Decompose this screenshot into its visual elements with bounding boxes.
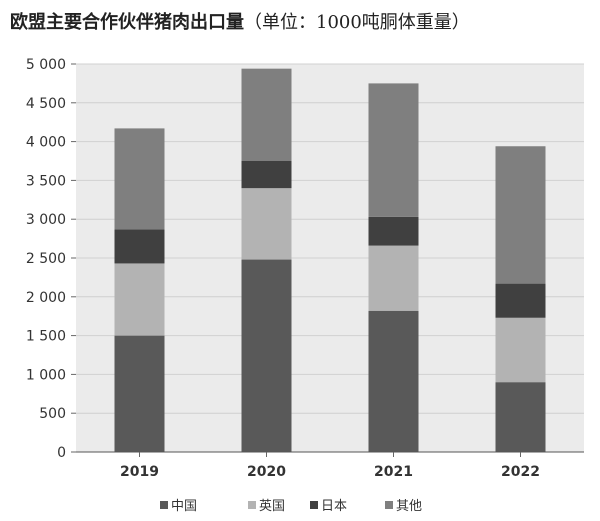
bar-segment-2022-英国	[495, 317, 546, 383]
bar-segment-2020-其他	[241, 68, 292, 161]
y-tick-label: 3 500	[26, 173, 66, 189]
legend-label-日本: 日本	[321, 499, 347, 514]
bar-segment-2020-英国	[241, 188, 292, 260]
bar-segment-2019-英国	[114, 263, 165, 336]
bar-segment-2019-日本	[114, 229, 165, 264]
legend-label-中国: 中国	[171, 499, 197, 514]
bar-segment-2020-日本	[241, 161, 292, 189]
chart-title-text: 欧盟主要合作伙伴猪肉出口量	[10, 12, 244, 33]
legend-label-英国: 英国	[259, 499, 285, 514]
bar-segment-2021-英国	[368, 245, 419, 311]
legend-label-其他: 其他	[396, 499, 422, 514]
x-axis-ticks: 2019 2020 2021 2022	[120, 452, 540, 480]
bar-segment-2019-其他	[114, 128, 165, 230]
legend-swatch-其他	[385, 501, 393, 509]
x-tick-label: 2021	[374, 464, 413, 480]
x-tick-label: 2022	[501, 464, 540, 480]
bar-segment-2021-其他	[368, 83, 419, 217]
y-tick-label: 1 000	[26, 367, 66, 383]
bar-segment-2020-中国	[241, 259, 292, 452]
bar-segment-2019-中国	[114, 335, 165, 452]
y-tick-label: 5 000	[26, 57, 66, 73]
y-tick-label: 0	[57, 445, 66, 461]
y-tick-label: 2 000	[26, 290, 66, 306]
legend-swatch-英国	[248, 501, 256, 509]
x-tick-label: 2020	[247, 464, 286, 480]
bar-segment-2022-其他	[495, 146, 546, 284]
bar-segment-2022-中国	[495, 382, 546, 452]
y-tick-label: 500	[39, 406, 66, 422]
x-tick-label: 2019	[120, 464, 159, 480]
y-tick-label: 1 500	[26, 329, 66, 345]
bar-segment-2021-中国	[368, 310, 419, 452]
y-axis-ticks: 0 500 1 000 1 500 2 000 2 500 3 000 3 500 4 000 4…	[26, 57, 76, 461]
y-tick-label: 4 500	[26, 96, 66, 112]
chart-title: 欧盟主要合作伙伴猪肉出口量（单位：1000吨胴体重量）	[10, 8, 595, 34]
chart-unit-text: （单位：1000吨胴体重量）	[244, 12, 470, 33]
legend: 中国 英国 日本 其他	[160, 499, 422, 514]
y-tick-label: 2 500	[26, 251, 66, 267]
y-tick-label: 4 000	[26, 135, 66, 151]
bar-segment-2021-日本	[368, 216, 419, 246]
y-tick-label: 3 000	[26, 212, 66, 228]
bars	[114, 68, 546, 452]
legend-swatch-中国	[160, 501, 168, 509]
legend-swatch-日本	[310, 501, 318, 509]
bar-segment-2022-日本	[495, 283, 546, 318]
